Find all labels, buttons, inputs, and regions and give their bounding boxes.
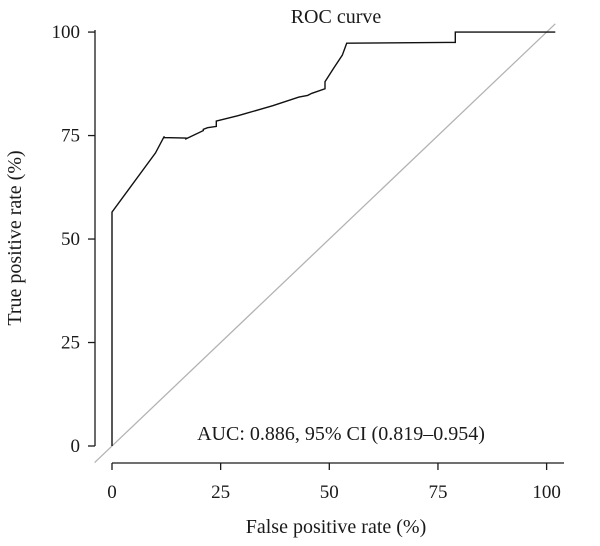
plot-area	[94, 23, 556, 464]
y-axis-ticks: 0 25 50 75 100	[52, 22, 95, 457]
auc-annotation: AUC: 0.886, 95% CI (0.819–0.954)	[197, 423, 485, 445]
x-axis-ticks: 0 25 50 75 100	[107, 463, 561, 503]
x-axis-title: False positive rate (%)	[246, 516, 427, 538]
y-axis-title: True positive rate (%)	[4, 150, 26, 325]
x-tick-label: 0	[107, 482, 117, 503]
y-tick-label: 75	[61, 126, 80, 147]
chart-title: ROC curve	[291, 6, 382, 28]
y-tick-label: 50	[61, 229, 80, 250]
y-tick-label: 0	[71, 436, 81, 457]
x-tick-label: 25	[211, 482, 230, 503]
x-tick-label: 50	[320, 482, 339, 503]
x-tick-label: 75	[428, 482, 447, 503]
roc-curve-line	[111, 31, 556, 446]
y-tick-label: 100	[52, 22, 81, 43]
y-tick-label: 25	[61, 333, 80, 354]
reference-diagonal-line	[94, 23, 556, 464]
x-tick-label: 100	[532, 482, 561, 503]
